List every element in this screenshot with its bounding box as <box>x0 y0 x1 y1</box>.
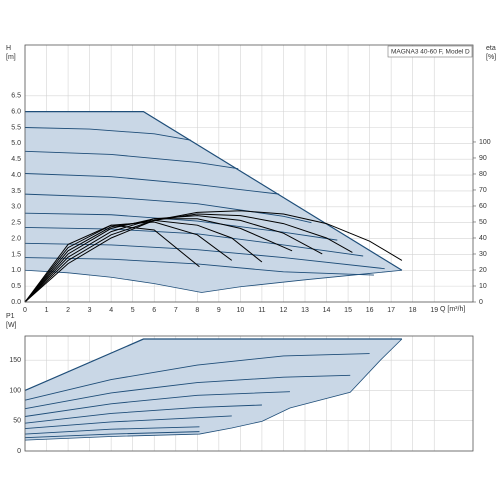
x-tick-label: 12 <box>280 307 288 314</box>
y2-label: eta <box>486 45 496 52</box>
x-tick-label: 5 <box>131 307 135 314</box>
operating-area <box>25 339 402 441</box>
y2-tick-label: 70 <box>479 187 487 194</box>
chart-title: MAGNA3 40-60 F, Model D <box>391 49 470 56</box>
y2-unit: [%] <box>486 54 496 61</box>
x-tick-label: 7 <box>174 307 178 314</box>
y-tick-label: 0.5 <box>11 283 21 290</box>
curve <box>24 431 200 439</box>
x-tick-label: 17 <box>387 307 395 314</box>
curve <box>24 374 351 410</box>
x-tick-label: 6 <box>152 307 156 314</box>
plot-frame <box>24 44 474 303</box>
y2-tick-label: 100 <box>479 139 491 146</box>
x-tick-label: 9 <box>217 307 221 314</box>
efficiency-curve <box>24 218 293 303</box>
curve <box>24 257 374 276</box>
efficiency-curve <box>24 221 233 303</box>
y2-tick-label: 20 <box>479 267 487 274</box>
y-tick-label: 6.5 <box>11 93 21 100</box>
y2-tick-label: 50 <box>479 219 487 226</box>
x-tick-label: 4 <box>109 307 113 314</box>
y-tick-label: 3.0 <box>11 204 21 211</box>
y2-tick-label: 0 <box>479 299 483 306</box>
curve <box>24 242 385 270</box>
x-tick-label: 11 <box>258 307 265 314</box>
x-tick-label: 10 <box>236 307 244 314</box>
curve <box>24 391 290 417</box>
curve <box>24 193 312 224</box>
y-tick-label: 5.0 <box>11 140 21 147</box>
x-label: Q [m³/h] <box>440 306 465 313</box>
x-tick-label: 15 <box>344 307 352 314</box>
y-unit: [W] <box>6 322 17 329</box>
x-tick-label: 3 <box>88 307 92 314</box>
curve <box>24 150 239 170</box>
y2-tick-label: 30 <box>479 251 487 258</box>
title-box <box>387 45 473 58</box>
y-tick-label: 2.5 <box>11 220 21 227</box>
y-tick-label: 150 <box>9 357 21 364</box>
plot-frame <box>24 335 474 452</box>
x-tick-label: 18 <box>409 307 417 314</box>
y2-tick-label: 40 <box>479 235 487 242</box>
operating-area <box>25 111 402 293</box>
y-tick-label: 4.0 <box>11 172 21 179</box>
y-tick-label: 3.5 <box>11 188 21 195</box>
boundary-line <box>24 269 402 293</box>
y-tick-label: 6.0 <box>11 108 21 115</box>
y-tick-label: 50 <box>13 418 21 425</box>
x-tick-label: 0 <box>23 307 27 314</box>
x-tick-label: 16 <box>366 307 374 314</box>
curve <box>24 426 200 435</box>
y-tick-label: 0 <box>17 448 21 455</box>
y-tick-label: 100 <box>9 387 21 394</box>
x-tick-label: 14 <box>323 307 331 314</box>
curve <box>24 226 364 257</box>
curve <box>24 415 232 430</box>
curve <box>24 127 191 141</box>
curve <box>24 404 262 424</box>
curve <box>24 173 280 195</box>
curve <box>24 353 370 401</box>
x-tick-label: 1 <box>45 307 49 314</box>
efficiency-curve <box>24 213 353 303</box>
y-tick-label: 2.0 <box>11 235 21 242</box>
y-tick-label: 1.5 <box>11 251 21 258</box>
efficiency-curve <box>24 219 263 303</box>
curve <box>24 212 338 241</box>
efficiency-curve <box>24 210 403 303</box>
x-tick-label: 2 <box>66 307 70 314</box>
boundary-line <box>24 338 403 441</box>
boundary-line <box>24 338 402 392</box>
y2-tick-label: 60 <box>479 203 487 210</box>
y-tick-label: 1.0 <box>11 267 21 274</box>
y-tick-label: 4.5 <box>11 156 21 163</box>
y-label: H <box>6 45 11 52</box>
y2-tick-label: 10 <box>479 283 487 290</box>
y-tick-label: 5.5 <box>11 124 21 131</box>
x-tick-label: 19 <box>430 307 438 314</box>
efficiency-curve <box>24 215 323 303</box>
x-tick-label: 13 <box>301 307 309 314</box>
boundary-line <box>25 111 403 271</box>
y-tick-label: 0.0 <box>11 299 21 306</box>
y2-tick-label: 90 <box>479 155 487 162</box>
efficiency-curve <box>24 224 200 303</box>
y-unit: [m] <box>6 54 16 61</box>
x-tick-label: 8 <box>195 307 199 314</box>
y-label: P1 <box>6 313 15 320</box>
y2-tick-label: 80 <box>479 171 487 178</box>
